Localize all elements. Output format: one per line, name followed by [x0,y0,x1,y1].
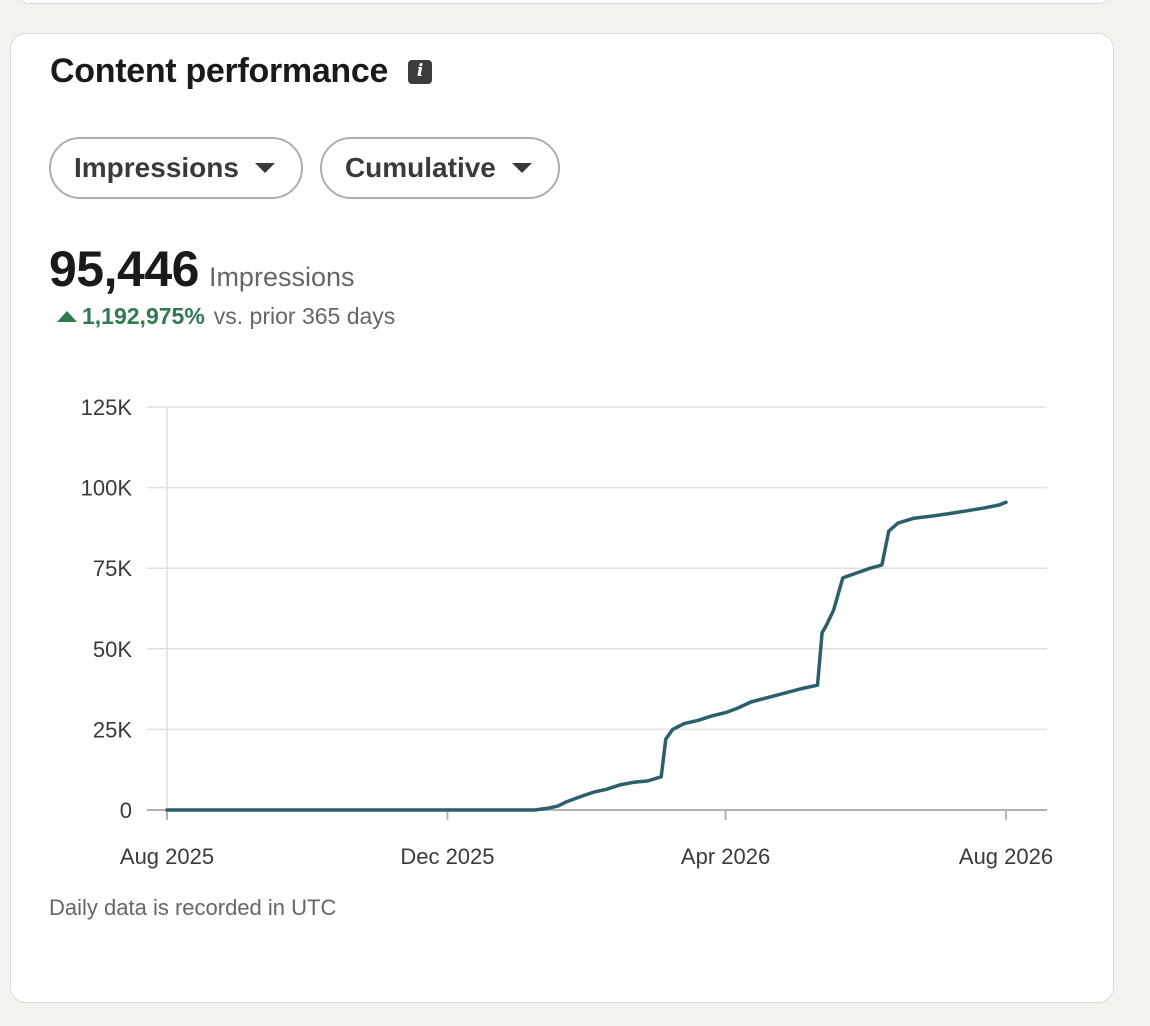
x-tick-label: Apr 2026 [681,844,770,869]
footnote: Daily data is recorded in UTC [49,895,337,920]
y-tick-label: 125K [81,395,133,420]
metric-dropdown-label: Impressions [74,152,239,183]
filter-bar: Impressions Cumulative [49,137,560,199]
chevron-down-icon [254,163,275,173]
x-tick-label: Aug 2026 [959,844,1053,869]
card-title: Content performance [50,52,389,90]
mode-dropdown[interactable]: Cumulative [319,137,560,199]
y-tick-label: 100K [81,476,133,501]
mode-dropdown-label: Cumulative [344,152,496,183]
card-header: Content performance i [50,52,433,91]
total-impressions: 95,446 [49,241,199,297]
info-icon[interactable]: i [408,59,433,84]
arrow-up-icon [57,311,77,322]
metric-dropdown[interactable]: Impressions [49,137,303,199]
x-tick-label: Dec 2025 [400,844,494,869]
change-summary: 1,192,975% vs. prior 365 days [57,303,395,330]
series-line [165,500,1008,812]
impressions-line-chart: 0 25K 50K 75K 100K 125K Aug 2025 Dec 2025 Apr 20… [81,395,1053,869]
y-tick-label: 25K [93,717,132,742]
change-period-label: vs. prior 365 days [213,303,396,329]
change-percent: 1,192,975% [82,303,205,329]
total-impressions-label: Impressions [208,262,355,292]
y-tick-label: 75K [93,556,132,581]
y-tick-label: 50K [93,637,132,662]
chevron-down-icon [511,163,532,173]
x-tick-label: Aug 2025 [120,844,214,869]
metric-summary: 95,446 Impressions [49,240,354,298]
y-tick-label: 0 [120,798,132,823]
